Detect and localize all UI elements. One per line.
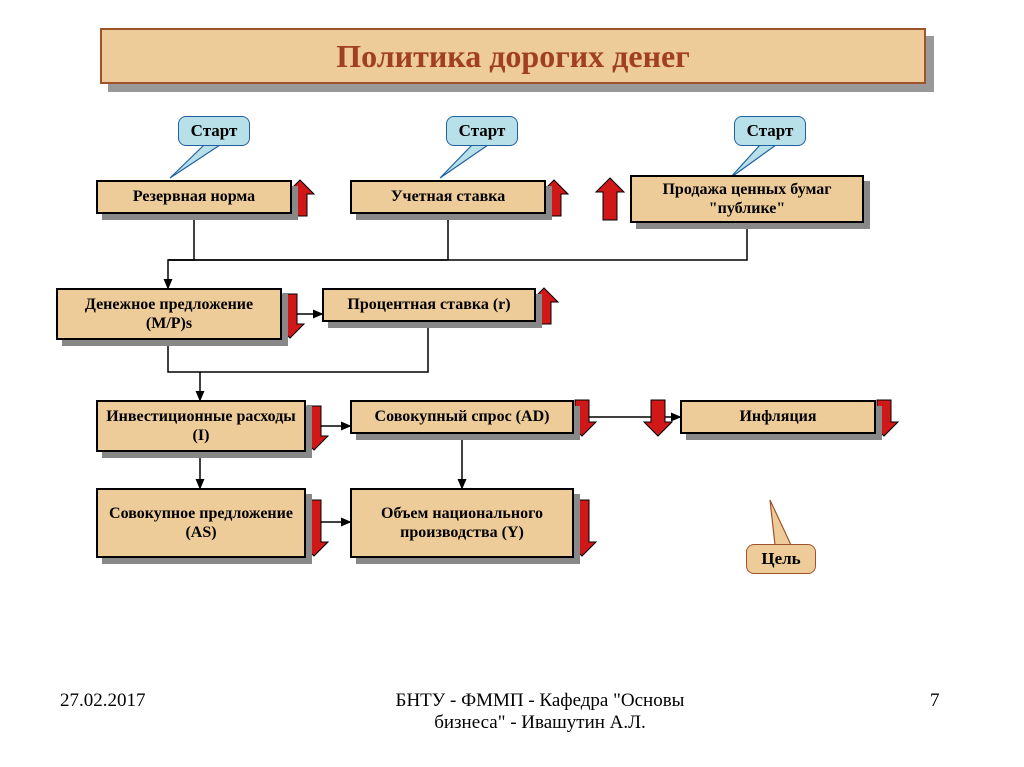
slide-canvas: 27.02.2017 БНТУ - ФММП - Кафедра "Основы… xyxy=(0,0,1024,767)
start-callout: Старт xyxy=(446,116,518,146)
footer-center: БНТУ - ФММП - Кафедра "Основы бизнеса" -… xyxy=(360,690,720,734)
footer-page: 7 xyxy=(930,690,940,712)
start-callout: Старт xyxy=(178,116,250,146)
connector-layer xyxy=(0,0,1024,767)
flowchart-node: Процентная ставка (r) xyxy=(322,288,536,322)
goal-callout: Цель xyxy=(746,544,816,574)
flowchart-node: Продажа ценных бумаг "публике" xyxy=(630,175,864,223)
flowchart-node: Учетная ставка xyxy=(350,180,546,214)
flowchart-node: Инфляция xyxy=(680,400,876,434)
flowchart-node: Объем национального производства (Y) xyxy=(350,488,574,558)
flowchart-node: Инвестиционные расходы (I) xyxy=(96,400,306,452)
flowchart-node: Денежное предложение (M/P)s xyxy=(56,288,282,340)
start-callout: Старт xyxy=(734,116,806,146)
flowchart-node: Совокупное предложение (AS) xyxy=(96,488,306,558)
slide-title: Политика дорогих денег xyxy=(100,28,926,84)
flowchart-node: Совокупный спрос (AD) xyxy=(350,400,574,434)
footer-date: 27.02.2017 xyxy=(60,690,146,712)
flowchart-node: Резервная норма xyxy=(96,180,292,214)
